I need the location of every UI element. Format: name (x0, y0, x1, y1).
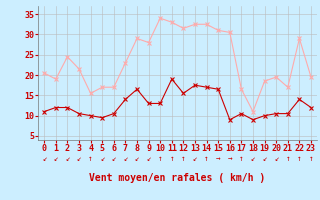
X-axis label: Vent moyen/en rafales ( km/h ): Vent moyen/en rafales ( km/h ) (90, 173, 266, 183)
Text: ↙: ↙ (53, 154, 58, 163)
Text: ↙: ↙ (274, 154, 278, 163)
Text: ↙: ↙ (111, 154, 116, 163)
Text: ↙: ↙ (193, 154, 197, 163)
Text: ↙: ↙ (262, 154, 267, 163)
Text: ↑: ↑ (158, 154, 163, 163)
Text: ↙: ↙ (77, 154, 81, 163)
Text: ↑: ↑ (285, 154, 290, 163)
Text: ↙: ↙ (251, 154, 255, 163)
Text: ↑: ↑ (204, 154, 209, 163)
Text: →: → (228, 154, 232, 163)
Text: ↑: ↑ (239, 154, 244, 163)
Text: ↑: ↑ (88, 154, 93, 163)
Text: ↑: ↑ (181, 154, 186, 163)
Text: ↙: ↙ (65, 154, 70, 163)
Text: ↙: ↙ (146, 154, 151, 163)
Text: ↙: ↙ (42, 154, 46, 163)
Text: ↙: ↙ (123, 154, 128, 163)
Text: ↑: ↑ (297, 154, 302, 163)
Text: ↑: ↑ (309, 154, 313, 163)
Text: ↙: ↙ (100, 154, 105, 163)
Text: →: → (216, 154, 220, 163)
Text: ↑: ↑ (170, 154, 174, 163)
Text: ↙: ↙ (135, 154, 139, 163)
